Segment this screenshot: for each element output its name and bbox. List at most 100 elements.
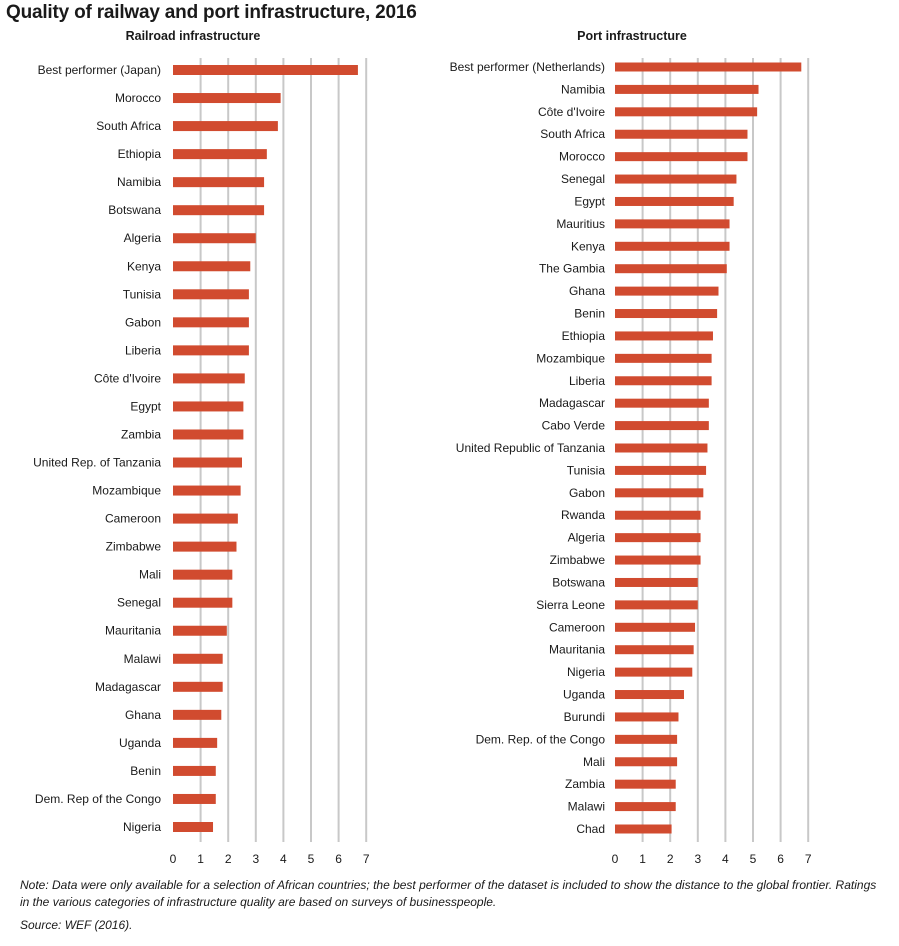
port-bar [615, 421, 709, 431]
port-category-label: United Republic of Tanzania [456, 441, 606, 455]
railroad-category-label: Cameroon [105, 512, 161, 526]
port-category-label: Dem. Rep. of the Congo [476, 732, 606, 746]
port-bar [615, 667, 693, 677]
port-category-label: Madagascar [539, 396, 605, 410]
railroad-category-label: South Africa [96, 119, 161, 133]
port-category-label: Best performer (Netherlands) [450, 60, 605, 74]
railroad-category-label: Kenya [127, 259, 161, 273]
port-category-label: Rwanda [561, 508, 605, 522]
port-category-label: Burundi [564, 710, 605, 724]
port-x-tick-label: 7 [805, 852, 812, 866]
railroad-category-label: Mauritania [105, 624, 161, 638]
railroad-category-label: Best performer (Japan) [38, 63, 161, 77]
port-category-label: Benin [574, 307, 605, 321]
railroad-bar [173, 681, 223, 692]
railroad-category-label: Gabon [125, 315, 161, 329]
railroad-category-label: Tunisia [123, 287, 162, 301]
port-category-label: Ethiopia [562, 329, 606, 343]
railroad-category-label: Mozambique [92, 484, 161, 498]
port-x-tick-label: 6 [777, 852, 784, 866]
port-category-label: Mali [583, 755, 605, 769]
port-category-label: Nigeria [567, 665, 605, 679]
railroad-bar [173, 373, 245, 384]
port-bar [615, 84, 759, 94]
port-bar [615, 577, 698, 587]
railroad-category-label: Liberia [125, 343, 161, 357]
port-category-label: Sierra Leone [536, 598, 605, 612]
figure-title: Quality of railway and port infrastructu… [6, 2, 417, 23]
port-category-label: The Gambia [539, 262, 605, 276]
port-category-label: South Africa [540, 127, 605, 141]
port-category-label: Mozambique [536, 351, 605, 365]
railroad-category-label: Mali [139, 568, 161, 582]
railroad-bar [173, 345, 249, 356]
port-bar [615, 219, 730, 229]
port-bar [615, 802, 676, 812]
port-category-label: Namibia [561, 82, 605, 96]
charts-canvas: 0 1 2 3 4 5 6 7 Railroad infrastructure Best perf… [33, 29, 812, 866]
railroad-bar [173, 233, 256, 244]
port-bar [615, 264, 727, 274]
port-category-label: Zambia [565, 777, 605, 791]
port-bar [615, 622, 696, 632]
railroad-bar [173, 793, 216, 804]
port-bar [615, 398, 709, 408]
port-bar [615, 757, 678, 767]
port-bar [615, 196, 734, 206]
port-category-label: Kenya [571, 239, 605, 253]
railroad-category-label: Namibia [117, 175, 161, 189]
port-category-label: Tunisia [567, 463, 606, 477]
railroad-category-label: Zimbabwe [106, 540, 162, 554]
railroad-bar [173, 485, 241, 496]
port-bar [615, 62, 802, 72]
port-bar [615, 129, 748, 139]
railroad-category-label: Dem. Rep of the Congo [35, 792, 161, 806]
railroad-bar [173, 65, 358, 75]
figure-note: Note: Data were only available for a sel… [20, 878, 877, 909]
railroad-bar [173, 317, 249, 328]
port-x-tick-label: 3 [694, 852, 701, 866]
port-bar [615, 241, 730, 251]
figure-source: Source: WEF (2016). [20, 918, 133, 932]
railroad-bar [173, 457, 242, 468]
port-bar [615, 488, 704, 498]
port-category-label: Liberia [569, 374, 605, 388]
port-category-label: Chad [576, 822, 605, 836]
railroad-bar [173, 653, 223, 664]
railroad-bar [173, 569, 233, 580]
port-bar [615, 712, 679, 722]
railroad-bar [173, 121, 278, 132]
railroad-category-label: Madagascar [95, 680, 161, 694]
railroad-category-label: Ghana [125, 708, 161, 722]
port-bar [615, 152, 748, 162]
railroad-bar [173, 401, 244, 412]
railroad-category-label: Botswana [108, 203, 161, 217]
port-bar [615, 309, 718, 319]
port-bar [615, 286, 719, 296]
railroad-category-label: Senegal [117, 596, 161, 610]
railroad-bar [173, 625, 227, 636]
railroad-category-label: Côte d'Ivoire [94, 371, 161, 385]
port-bar [615, 779, 676, 789]
port-category-label: Cabo Verde [542, 419, 606, 433]
port-bar [615, 824, 672, 834]
port-bar [615, 734, 678, 744]
railroad-category-label: Nigeria [123, 820, 161, 834]
port-x-tick-label: 0 [612, 852, 619, 866]
port-category-label: Malawi [568, 800, 605, 814]
railroad-bar [173, 149, 267, 160]
railroad-bar [173, 541, 237, 552]
railroad-category-label: Malawi [124, 652, 161, 666]
port-bar [615, 510, 701, 520]
railroad-bar [173, 737, 218, 748]
port-category-label: Morocco [559, 150, 605, 164]
railroad-category-label: Egypt [130, 399, 161, 413]
port-bar [615, 555, 701, 565]
port-x-tick-label: 4 [722, 852, 729, 866]
port-category-label: Côte d'Ivoire [538, 105, 605, 119]
railroad-category-label: Benin [130, 764, 161, 778]
port-chart: 0 1 2 3 4 5 6 7 Port infrastructure Best performe… [450, 29, 812, 866]
railroad-x-tick-label: 7 [363, 852, 370, 866]
port-bar [615, 443, 708, 453]
port-category-label: Botswana [552, 575, 605, 589]
